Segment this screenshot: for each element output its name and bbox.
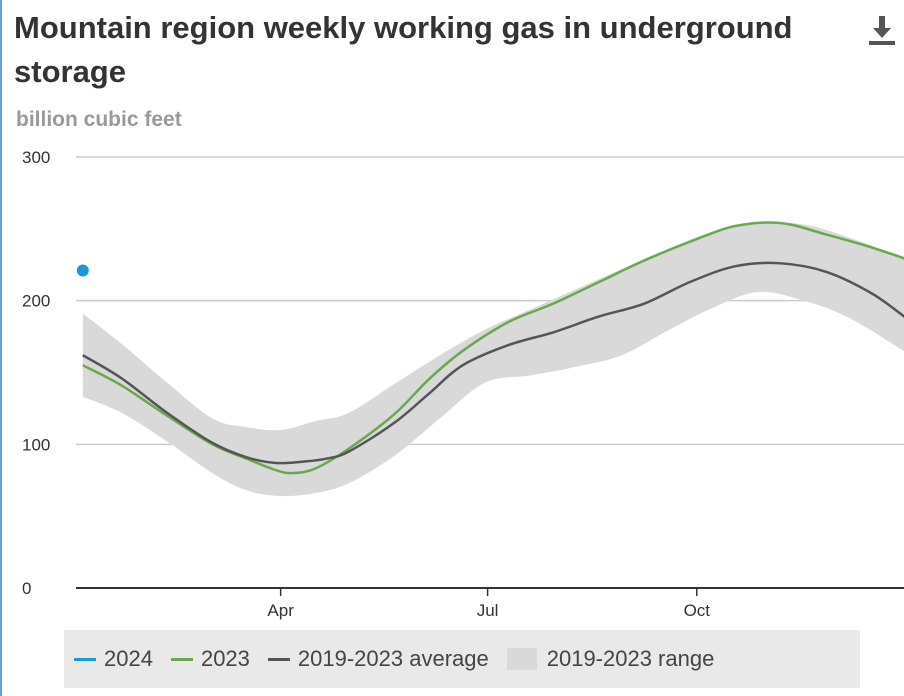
series-line-2019-2023-average [82, 261, 904, 465]
legend-item-2023[interactable]: 2023 [170, 646, 250, 672]
legend-label-2024: 2024 [104, 646, 153, 671]
download-icon [869, 16, 895, 45]
series-lines-group [82, 221, 904, 475]
chart-legend: 2024 2023 2019-2023 average 2019-2023 ra… [64, 630, 860, 688]
legend-label-range: 2019-2023 range [546, 646, 715, 671]
legend-item-2024[interactable]: 2024 [74, 646, 153, 672]
x-tick-label-jul: Jul [477, 601, 499, 620]
y-tick-label-100: 100 [22, 435, 50, 454]
x-axis-ticks: Apr Jul Oct [267, 588, 710, 620]
series-point-2024-0 [76, 264, 89, 277]
gridlines [76, 156, 904, 446]
legend-item-range[interactable]: 2019-2023 range [506, 646, 715, 672]
y-axis-ticks: 0 100 200 300 [22, 148, 50, 598]
y-tick-label-300: 300 [22, 148, 50, 167]
legend-label-2023: 2023 [200, 646, 250, 671]
y-axis-unit-label: billion cubic feet [16, 108, 182, 131]
x-tick-label-apr: Apr [267, 601, 294, 620]
x-tick-label-oct: Oct [684, 601, 711, 620]
legend-swatch-2023 [170, 657, 193, 661]
legend-swatch-2024 [74, 657, 96, 661]
series-range-area [82, 222, 904, 497]
range-area-group [82, 222, 904, 497]
series-points-group [76, 264, 89, 277]
legend-swatch-average [267, 657, 290, 661]
legend-label-average: 2019-2023 average [297, 646, 489, 671]
download-button[interactable] [864, 12, 900, 48]
legend-swatch-range [506, 648, 537, 670]
y-tick-label-200: 200 [22, 292, 50, 311]
legend-item-average[interactable]: 2019-2023 average [267, 646, 489, 672]
y-tick-label-0: 0 [22, 579, 31, 598]
chart-title: Mountain region weekly working gas in un… [14, 10, 793, 89]
